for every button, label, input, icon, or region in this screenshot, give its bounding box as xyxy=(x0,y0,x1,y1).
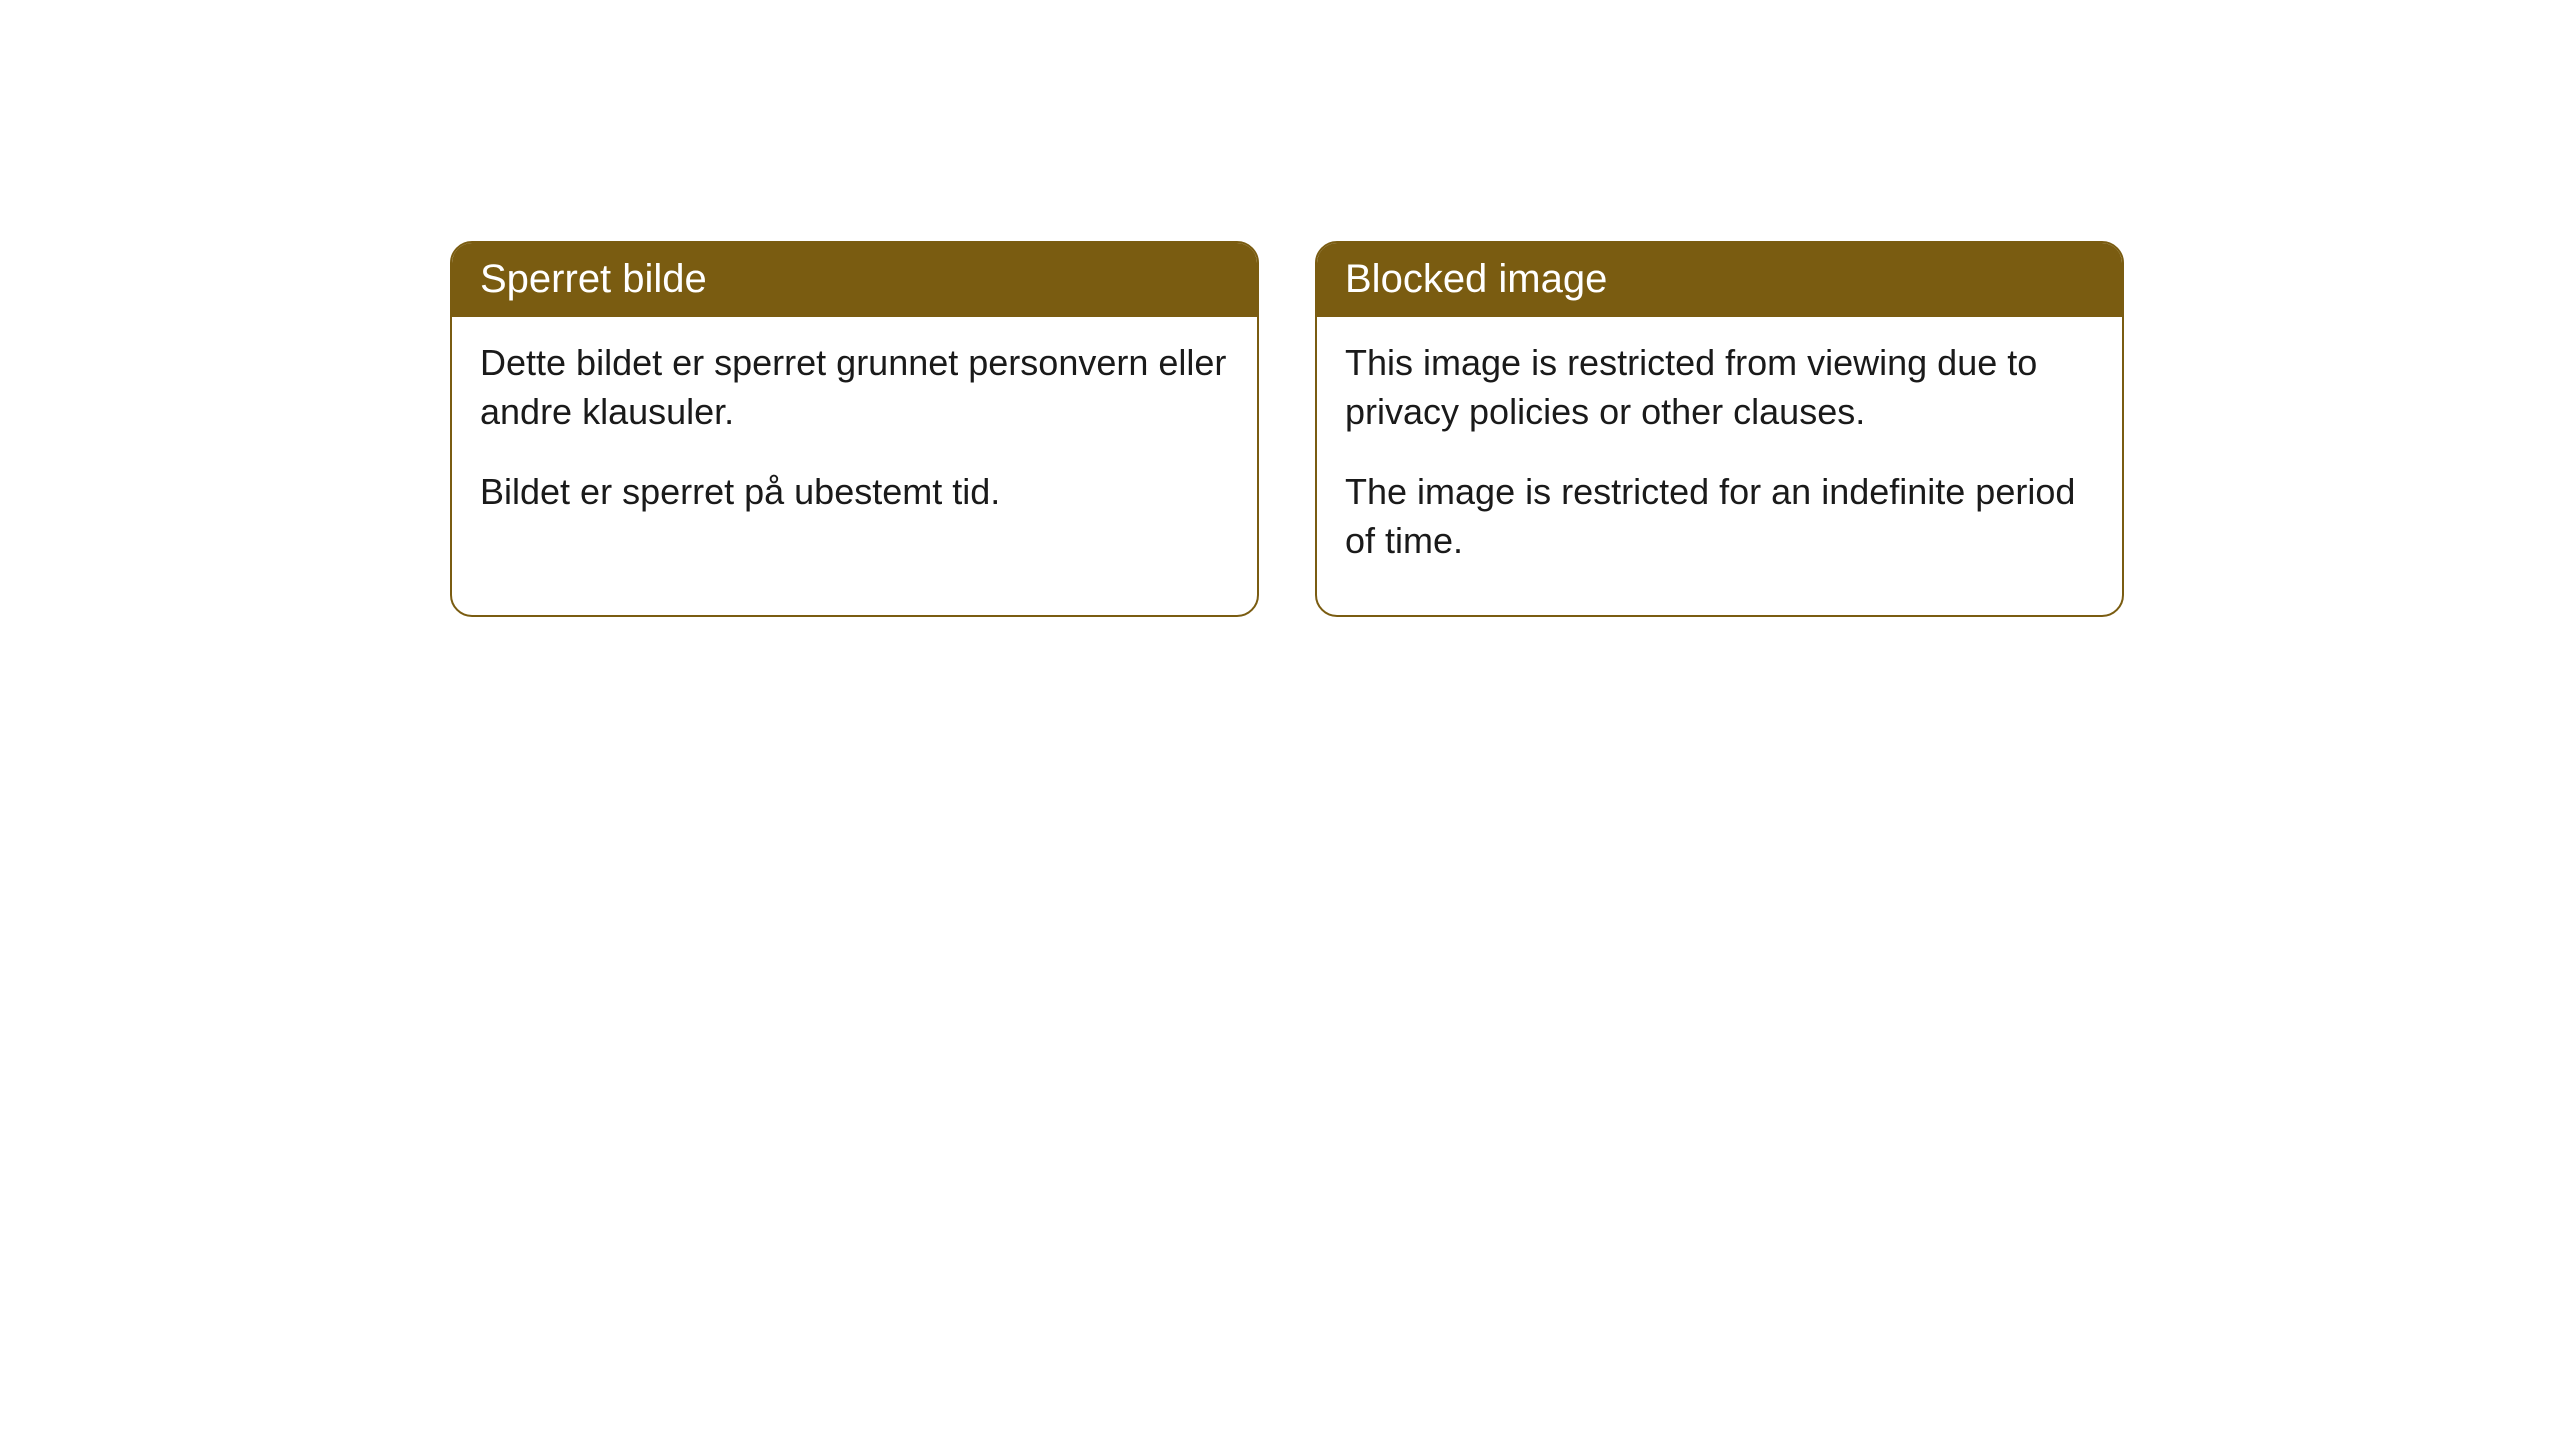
card-header-english: Blocked image xyxy=(1317,243,2122,317)
card-paragraph-1: This image is restricted from viewing du… xyxy=(1345,339,2094,436)
card-norwegian: Sperret bilde Dette bildet er sperret gr… xyxy=(450,241,1259,617)
card-body-english: This image is restricted from viewing du… xyxy=(1317,317,2122,615)
card-body-norwegian: Dette bildet er sperret grunnet personve… xyxy=(452,317,1257,567)
card-paragraph-2: Bildet er sperret på ubestemt tid. xyxy=(480,468,1229,517)
cards-container: Sperret bilde Dette bildet er sperret gr… xyxy=(450,241,2124,617)
card-paragraph-2: The image is restricted for an indefinit… xyxy=(1345,468,2094,565)
card-header-norwegian: Sperret bilde xyxy=(452,243,1257,317)
card-paragraph-1: Dette bildet er sperret grunnet personve… xyxy=(480,339,1229,436)
card-english: Blocked image This image is restricted f… xyxy=(1315,241,2124,617)
